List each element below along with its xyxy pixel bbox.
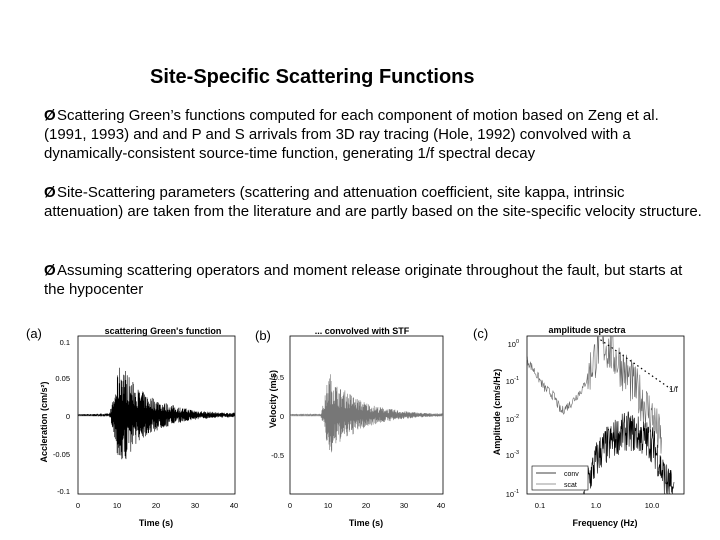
panel-c-xlabel: Frequency (Hz)	[572, 518, 637, 528]
panel-c-conv-spectrum	[526, 335, 662, 454]
panel-a-ytick: 0.1	[60, 338, 70, 347]
panel-a-ytick: 0.05	[55, 374, 70, 383]
panel-b-letter: (b)	[255, 328, 271, 343]
panel-b-ytick: 0	[280, 412, 284, 421]
panel-a-letter: (a)	[26, 326, 42, 341]
panel-c: (c) amplitude spectra 1/f 100 10-1 10-2 …	[473, 325, 685, 528]
panel-c-scat-spectrum	[583, 411, 675, 495]
panel-b: (b) ... convolved with STF 0.5 0 -0.5 0 …	[255, 326, 445, 528]
panel-b-xlabel: Time (s)	[349, 518, 383, 528]
panel-a: (a) scattering Green's function 0.1 0.05…	[26, 326, 238, 528]
panel-c-ytick: 10-3	[506, 450, 519, 460]
panel-c-ytick: 10-2	[506, 414, 519, 424]
panel-a-xtick: 10	[113, 501, 121, 510]
panel-c-xtick: 1.0	[591, 501, 601, 510]
panel-c-annotation: 1/f	[669, 385, 679, 394]
panel-b-xtick: 30	[400, 501, 408, 510]
arrow-bullet-icon: Ø	[44, 262, 56, 279]
legend-label-scat: scat	[564, 482, 577, 489]
bullet-1-text: Scattering Green’s functions computed fo…	[44, 107, 659, 162]
panel-c-title: amplitude spectra	[548, 325, 626, 335]
panel-a-xtick: 0	[76, 501, 80, 510]
panel-c-frame	[526, 335, 685, 495]
panel-c-ytick: 100	[508, 339, 519, 349]
slide-title: Site-Specific Scattering Functions	[150, 66, 475, 88]
panel-c-letter: (c)	[473, 326, 488, 341]
panel-b-ytick: 0.5	[274, 373, 284, 382]
panel-a-ytick: -0.05	[53, 450, 70, 459]
panel-c-xtick: 10.0	[645, 501, 660, 510]
panel-a-xtick: 30	[191, 501, 199, 510]
bullet-2-text: Site-Scattering parameters (scattering a…	[44, 184, 702, 220]
panel-a-xtick: 40	[230, 501, 238, 510]
panel-b-waveform	[289, 374, 444, 453]
panel-a-xlabel: Time (s)	[139, 518, 173, 528]
panel-a-ytick: -0.1	[57, 487, 70, 496]
arrow-bullet-icon: Ø	[44, 184, 56, 201]
panel-c-xtick: 0.1	[535, 501, 545, 510]
panel-a-ylabel: Accleration (cm/s²)	[39, 381, 49, 462]
panel-c-ytick: 10-1	[506, 376, 519, 386]
panel-b-xtick: 0	[288, 501, 292, 510]
arrow-bullet-icon: Ø	[44, 107, 56, 124]
panel-b-xtick: 20	[362, 501, 370, 510]
panel-a-xtick: 20	[152, 501, 160, 510]
bullet-3-text: Assuming scattering operators and moment…	[44, 262, 683, 298]
panel-a-waveform	[77, 367, 236, 460]
bullet-1: ØScattering Green’s functions computed f…	[44, 106, 704, 163]
panel-a-ytick: 0	[66, 412, 70, 421]
panel-a-title: scattering Green's function	[105, 326, 222, 336]
bullet-2: ØSite-Scattering parameters (scattering …	[44, 183, 704, 221]
figure-panels: (a) scattering Green's function 0.1 0.05…	[26, 325, 685, 528]
panel-b-xtick: 40	[437, 501, 445, 510]
panel-b-title: ... convolved with STF	[315, 326, 410, 336]
panel-b-ytick: -0.5	[271, 451, 284, 460]
panel-c-ylabel: Amplitude (cm/s/Hz)	[492, 369, 502, 456]
panel-c-legend: conv scat	[531, 465, 589, 491]
panel-b-xtick: 10	[324, 501, 332, 510]
legend-label-conv: conv	[564, 471, 579, 478]
panel-c-1f-reference	[600, 339, 675, 392]
panel-b-ylabel: Velocity (m/s)	[268, 370, 278, 428]
legend-box	[531, 465, 589, 491]
panel-c-ytick: 10-1	[506, 489, 519, 499]
bullet-3: ØAssuming scattering operators and momen…	[44, 261, 704, 299]
